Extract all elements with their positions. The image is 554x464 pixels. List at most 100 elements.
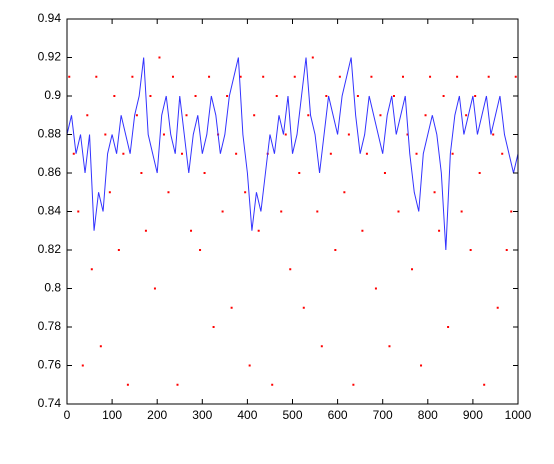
- point: [483, 383, 486, 386]
- point: [438, 229, 441, 232]
- point: [347, 133, 350, 136]
- point: [501, 152, 504, 155]
- point: [361, 229, 364, 232]
- point: [474, 95, 477, 97]
- x-tick-label: 200: [147, 408, 167, 422]
- point: [72, 152, 75, 155]
- point: [144, 229, 147, 232]
- point: [510, 210, 513, 213]
- point: [370, 75, 373, 78]
- point: [171, 75, 174, 78]
- x-tick-label: 500: [282, 408, 302, 422]
- x-tick-label: 100: [102, 408, 122, 422]
- point: [108, 191, 111, 194]
- y-tick-label: 0.84: [38, 204, 62, 218]
- x-tick-label: 0: [64, 408, 71, 422]
- point: [244, 191, 247, 194]
- point: [248, 364, 251, 367]
- point: [284, 133, 287, 136]
- plot-area: [67, 19, 518, 404]
- point: [429, 75, 432, 78]
- y-tick-label: 0.88: [38, 127, 62, 141]
- point: [253, 114, 256, 117]
- line: [66, 57, 519, 251]
- point: [167, 191, 170, 194]
- point: [275, 95, 278, 97]
- point: [388, 345, 391, 348]
- point: [257, 229, 260, 232]
- point: [176, 383, 179, 386]
- point: [190, 229, 193, 232]
- point: [99, 345, 102, 348]
- point: [338, 75, 341, 78]
- point: [289, 268, 292, 271]
- y-tick-label: 0.82: [38, 242, 62, 256]
- point: [379, 114, 382, 117]
- point: [298, 172, 301, 174]
- point: [90, 268, 93, 271]
- y-tick-label: 0.94: [38, 11, 62, 25]
- point: [492, 133, 495, 136]
- point: [239, 75, 242, 78]
- point: [311, 56, 314, 59]
- point: [352, 383, 355, 386]
- point: [365, 152, 368, 155]
- point: [302, 306, 305, 309]
- point: [374, 287, 377, 290]
- point: [415, 152, 418, 155]
- point: [95, 75, 98, 78]
- point: [334, 249, 337, 251]
- point: [320, 345, 323, 348]
- point: [153, 287, 156, 290]
- y-tick-label: 0.74: [38, 396, 62, 410]
- point: [104, 133, 107, 136]
- point: [465, 114, 468, 117]
- point: [456, 75, 459, 78]
- point: [406, 133, 409, 136]
- point: [424, 114, 427, 117]
- point: [343, 191, 346, 194]
- point: [230, 306, 233, 309]
- point: [293, 75, 296, 78]
- x-tick-label: 600: [328, 408, 348, 422]
- point: [496, 306, 499, 309]
- point: [149, 95, 152, 97]
- y-tick-label: 0.9: [44, 88, 61, 102]
- point: [316, 210, 319, 213]
- x-tick-label: 800: [418, 408, 438, 422]
- point: [117, 249, 120, 251]
- point: [411, 268, 414, 271]
- point: [77, 210, 80, 213]
- point: [460, 210, 463, 213]
- point: [68, 75, 71, 78]
- point: [478, 172, 481, 174]
- point: [140, 172, 143, 174]
- point: [356, 95, 359, 97]
- point: [392, 95, 395, 97]
- point: [307, 114, 310, 117]
- point: [262, 75, 265, 78]
- point: [433, 191, 436, 194]
- point: [81, 364, 84, 367]
- point: [126, 383, 129, 386]
- x-tick-label: 1000: [505, 408, 532, 422]
- y-tick-label: 0.92: [38, 50, 62, 64]
- point: [451, 152, 454, 155]
- point: [469, 249, 472, 251]
- point: [487, 75, 490, 78]
- point: [135, 114, 138, 117]
- x-tick-label: 700: [373, 408, 393, 422]
- x-tick-label: 900: [463, 408, 483, 422]
- point: [113, 95, 116, 97]
- point: [199, 249, 202, 251]
- point: [194, 95, 197, 97]
- x-tick-label: 400: [237, 408, 257, 422]
- point: [131, 75, 134, 78]
- y-tick-label: 0.8: [44, 281, 61, 295]
- point: [325, 95, 328, 97]
- point: [203, 172, 206, 174]
- point: [420, 364, 423, 367]
- point: [397, 210, 400, 213]
- point: [181, 152, 184, 155]
